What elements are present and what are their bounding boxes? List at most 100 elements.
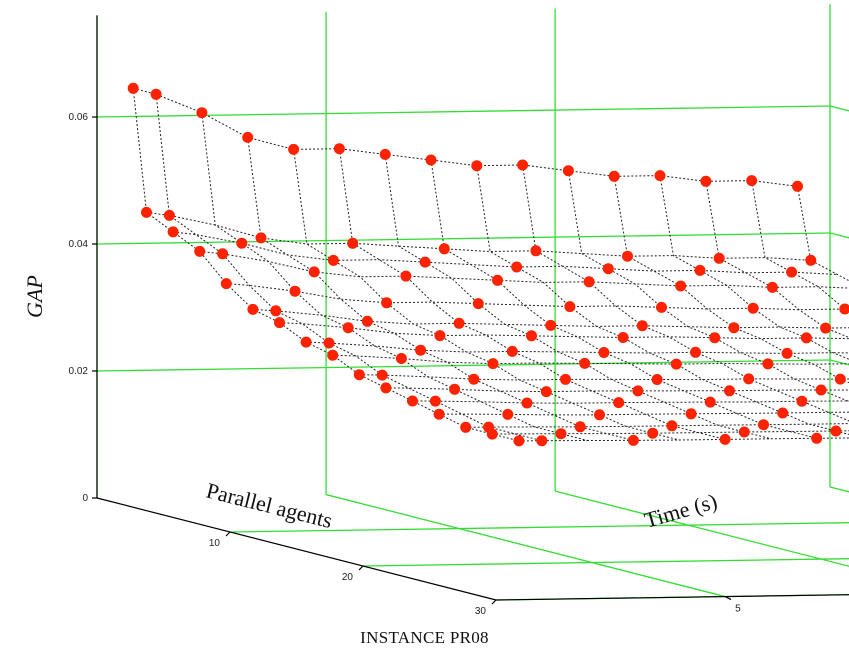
- data-point: [242, 131, 254, 143]
- data-point: [327, 254, 339, 266]
- mesh-line: [476, 165, 849, 435]
- data-point: [492, 274, 503, 286]
- mesh-line: [384, 154, 772, 440]
- data-point: [247, 303, 259, 315]
- data-point: [713, 252, 725, 264]
- data-point: [738, 426, 750, 438]
- data-point: [766, 281, 778, 293]
- data-point: [308, 266, 320, 278]
- mesh-line: [385, 387, 849, 393]
- data-point: [632, 385, 644, 397]
- y-axis-title: Time (s): [641, 488, 719, 533]
- data-point: [236, 237, 248, 249]
- grid-line: [362, 558, 849, 567]
- data-point: [536, 435, 548, 447]
- data-point: [540, 386, 552, 398]
- mesh-line: [518, 437, 849, 442]
- mesh-line: [439, 411, 849, 416]
- mesh-line: [338, 148, 726, 440]
- data-point: [220, 278, 232, 290]
- data-point: [333, 143, 345, 155]
- mesh-line: [252, 308, 849, 329]
- data-point: [636, 320, 648, 332]
- grid-line: [829, 232, 849, 239]
- data-point: [562, 165, 574, 177]
- data-point: [820, 322, 832, 334]
- data-point: [506, 345, 518, 357]
- data-point: [530, 245, 542, 257]
- x-tick-mark: [225, 531, 231, 537]
- z-tick-label: 0.02: [69, 366, 89, 377]
- data-point: [270, 305, 282, 317]
- data-point: [342, 322, 354, 334]
- data-point: [758, 419, 769, 431]
- data-point: [460, 421, 472, 433]
- data-point: [323, 337, 335, 349]
- data-point: [622, 250, 633, 262]
- mesh-line: [201, 112, 588, 441]
- z-tick-label: 0.06: [69, 112, 89, 123]
- data-point: [438, 243, 450, 255]
- data-points: [127, 82, 849, 447]
- grid-line: [495, 594, 849, 601]
- data-point: [415, 344, 427, 356]
- data-point: [429, 395, 441, 407]
- y-tick-mark: [724, 596, 732, 601]
- data-point: [670, 358, 682, 370]
- data-point: [694, 264, 706, 276]
- z-tick-label: 0: [82, 493, 88, 504]
- data-point: [517, 159, 529, 171]
- data-point: [521, 397, 533, 409]
- data-point: [656, 301, 667, 313]
- data-point: [617, 332, 629, 343]
- data-point: [598, 347, 610, 358]
- data-point: [579, 357, 591, 369]
- data-point: [419, 256, 431, 268]
- data-point: [709, 332, 721, 344]
- mesh-line: [247, 137, 634, 441]
- data-point: [704, 396, 716, 408]
- data-point: [353, 369, 365, 381]
- grid-line: [554, 490, 849, 567]
- data-point: [574, 421, 586, 433]
- data-point: [425, 154, 437, 166]
- mesh-line: [173, 231, 838, 275]
- mesh-line: [465, 423, 849, 428]
- surface-mesh: [132, 87, 849, 442]
- data-point: [347, 237, 359, 249]
- data-point: [613, 397, 625, 409]
- data-point: [487, 358, 499, 370]
- x-tick-label: 30: [475, 606, 487, 617]
- mesh-line: [306, 341, 849, 354]
- data-point: [555, 428, 567, 440]
- x-axis-title: Parallel agents: [204, 478, 335, 533]
- data-point: [217, 248, 229, 260]
- data-point: [472, 298, 484, 310]
- mesh-line: [522, 164, 849, 422]
- mesh-line: [332, 354, 849, 365]
- x-tick-mark: [358, 565, 364, 571]
- data-point: [719, 433, 731, 445]
- data-point: [449, 383, 461, 395]
- z-tick-label: 0.04: [69, 239, 89, 250]
- mesh-line: [199, 250, 849, 289]
- data-point: [288, 143, 300, 155]
- data-point: [526, 330, 537, 342]
- grid-line: [96, 232, 831, 245]
- data-point: [167, 226, 179, 238]
- data-point: [381, 297, 393, 309]
- mesh-line: [155, 94, 542, 442]
- data-point: [627, 434, 639, 446]
- data-point: [361, 315, 373, 327]
- data-point: [792, 180, 803, 192]
- data-point: [194, 245, 206, 257]
- data-point: [728, 322, 740, 334]
- mesh-line: [567, 170, 849, 403]
- data-point: [127, 82, 139, 94]
- data-point: [747, 302, 759, 314]
- data-point: [407, 395, 418, 407]
- mesh-line: [226, 283, 849, 311]
- mesh-line: [293, 149, 680, 441]
- data-point: [651, 374, 663, 385]
- data-point: [560, 373, 571, 385]
